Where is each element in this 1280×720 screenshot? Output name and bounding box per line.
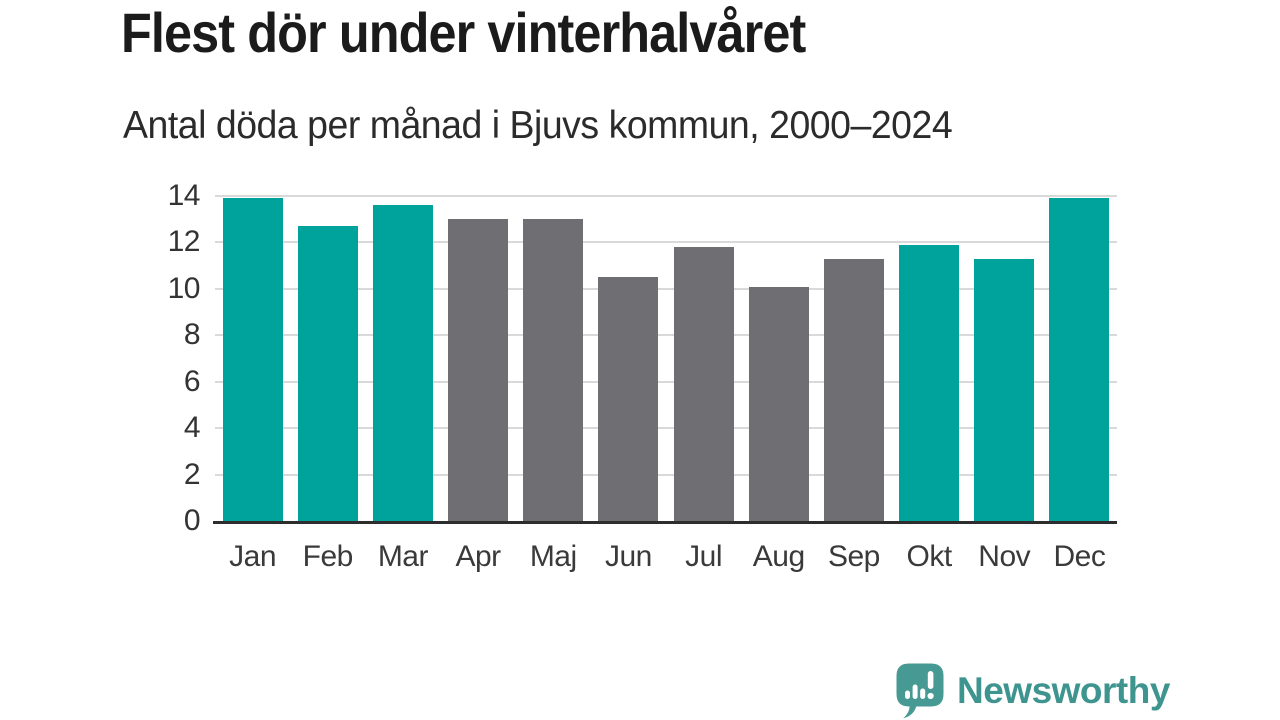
bar-sep [823, 258, 884, 521]
bar-feb [297, 226, 358, 521]
x-tick-label-jul: Jul [685, 540, 722, 573]
gridline-y2 [215, 473, 1117, 476]
bar-jul [673, 247, 734, 521]
bar-okt [899, 244, 960, 521]
y-tick-label-2: 2 [183, 457, 201, 491]
bar-mar [372, 205, 433, 521]
y-tick-label-12: 12 [167, 225, 201, 259]
x-tick-label-dec: Dec [1053, 540, 1106, 573]
chart-subtitle: Antal döda per månad i Bjuvs kommun, 200… [123, 104, 953, 147]
y-tick-label-0: 0 [183, 504, 201, 537]
logo-bar-2 [912, 684, 918, 699]
logo-exclamation-bar [927, 671, 934, 689]
gridline-y10 [215, 287, 1117, 290]
gridline-y6 [215, 380, 1117, 383]
logo-bar-1 [905, 690, 910, 699]
newsworthy-logo-icon [896, 663, 944, 719]
speech-bubble-shape [896, 663, 944, 719]
x-tick-label-nov: Nov [978, 540, 1031, 573]
x-axis-line [213, 521, 1117, 524]
bar-dec [1049, 198, 1110, 521]
chart-title: Flest dör under vinterhalvåret [121, 1, 806, 64]
logo-exclamation-dot [927, 692, 934, 700]
gridline-y8 [215, 334, 1117, 337]
x-tick-label-sep: Sep [827, 540, 880, 573]
y-tick-label-10: 10 [167, 271, 201, 305]
brand-name: Newsworthy [957, 669, 1170, 711]
x-tick-label-maj: Maj [529, 540, 577, 573]
logo-bar-3 [920, 688, 926, 699]
y-tick-label-8: 8 [183, 318, 201, 352]
bar-aug [748, 286, 809, 521]
x-tick-label-okt: Okt [906, 540, 952, 573]
y-tick-label-14: 14 [167, 179, 201, 212]
gridline-y12 [215, 241, 1117, 244]
y-tick-label-6: 6 [183, 364, 201, 398]
x-tick-label-jun: Jun [604, 540, 652, 573]
y-axis: 0 2 4 6 8 10 12 14 [120, 179, 201, 537]
plot-area [213, 195, 1117, 524]
gridline-y14 [215, 195, 1117, 197]
x-tick-label-feb: Feb [302, 540, 354, 573]
x-tick-label-mar: Mar [377, 540, 429, 573]
gridline-y4 [215, 427, 1117, 430]
x-axis: Jan Feb Mar Apr Maj Jun Jul Aug Sep Okt Nov Dec [215, 538, 1117, 578]
x-tick-label-jan: Jan [229, 540, 277, 573]
bar-jan [222, 198, 283, 521]
bar-jun [598, 277, 659, 521]
x-tick-label-aug: Aug [752, 540, 805, 573]
bar-maj [523, 219, 584, 521]
bar-apr [448, 219, 509, 521]
x-tick-label-apr: Apr [455, 540, 501, 573]
bar-nov [974, 258, 1035, 521]
brand-footer: Newsworthy [895, 662, 1170, 719]
y-tick-label-4: 4 [183, 411, 201, 445]
